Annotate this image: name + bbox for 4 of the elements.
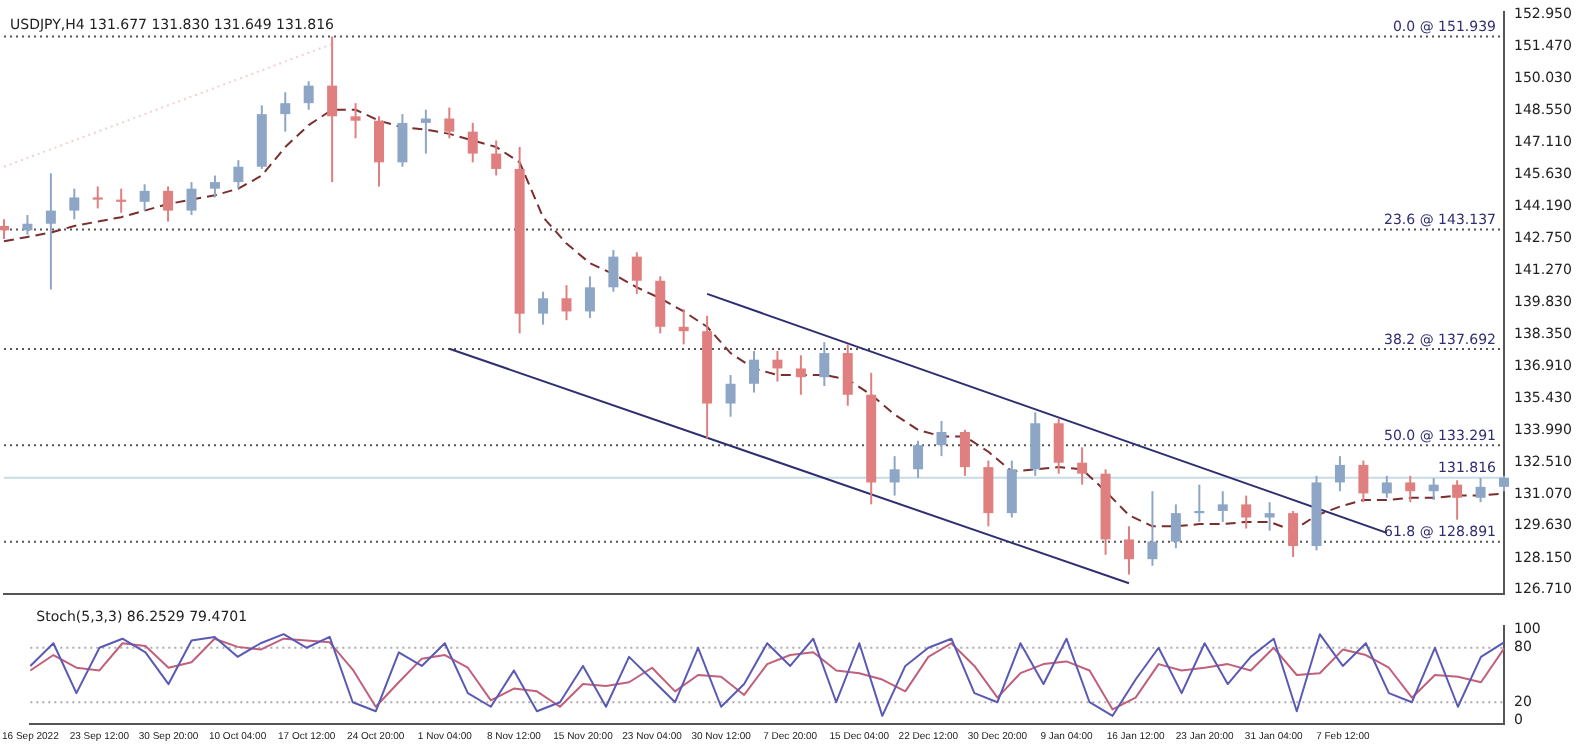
- candlestick: [420, 109, 431, 154]
- candlestick: [45, 173, 56, 290]
- candlestick: [1194, 484, 1205, 522]
- candlestick: [116, 188, 127, 213]
